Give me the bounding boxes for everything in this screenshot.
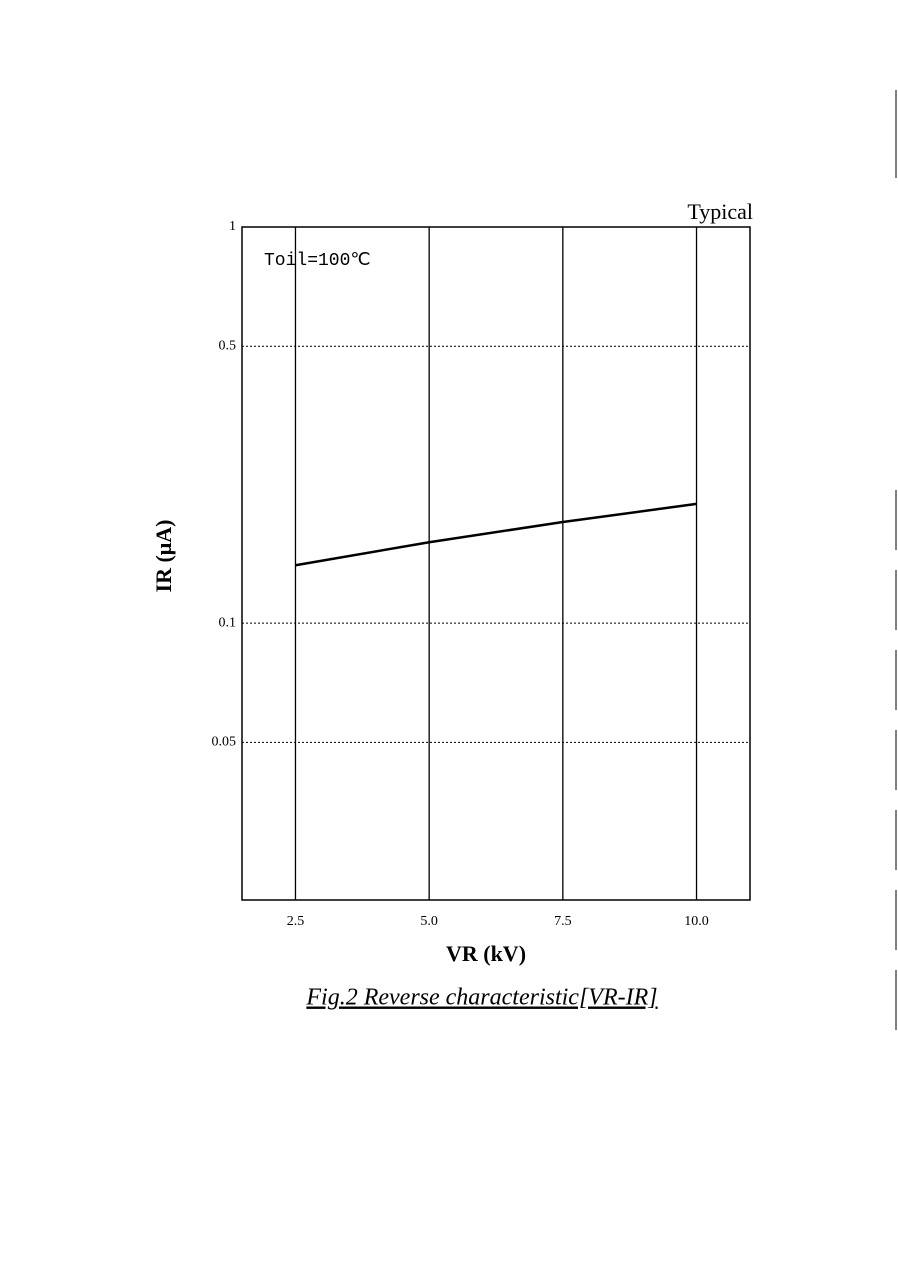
x-tick-label: 5.0 [420, 914, 438, 929]
annotation: Toil=100℃ [264, 251, 371, 271]
x-tick-label: 10.0 [684, 914, 709, 929]
y-tick-label: 1 [229, 219, 236, 234]
plot-frame [241, 226, 751, 901]
data-line [295, 502, 697, 567]
y-tick-label: 0.5 [219, 338, 237, 353]
y-tick-label: 0.05 [212, 735, 237, 750]
y-axis-title: IR (μA) [151, 520, 176, 593]
caption: Fig.2 Reverse characteristic[VR-IR] [305, 985, 657, 1011]
chart-title: Typical [687, 199, 753, 224]
x-tick-label: 7.5 [554, 914, 572, 929]
x-axis-title: VR (kV) [446, 941, 526, 966]
y-tick-label: 0.1 [219, 615, 237, 630]
x-tick-label: 2.5 [287, 914, 305, 929]
